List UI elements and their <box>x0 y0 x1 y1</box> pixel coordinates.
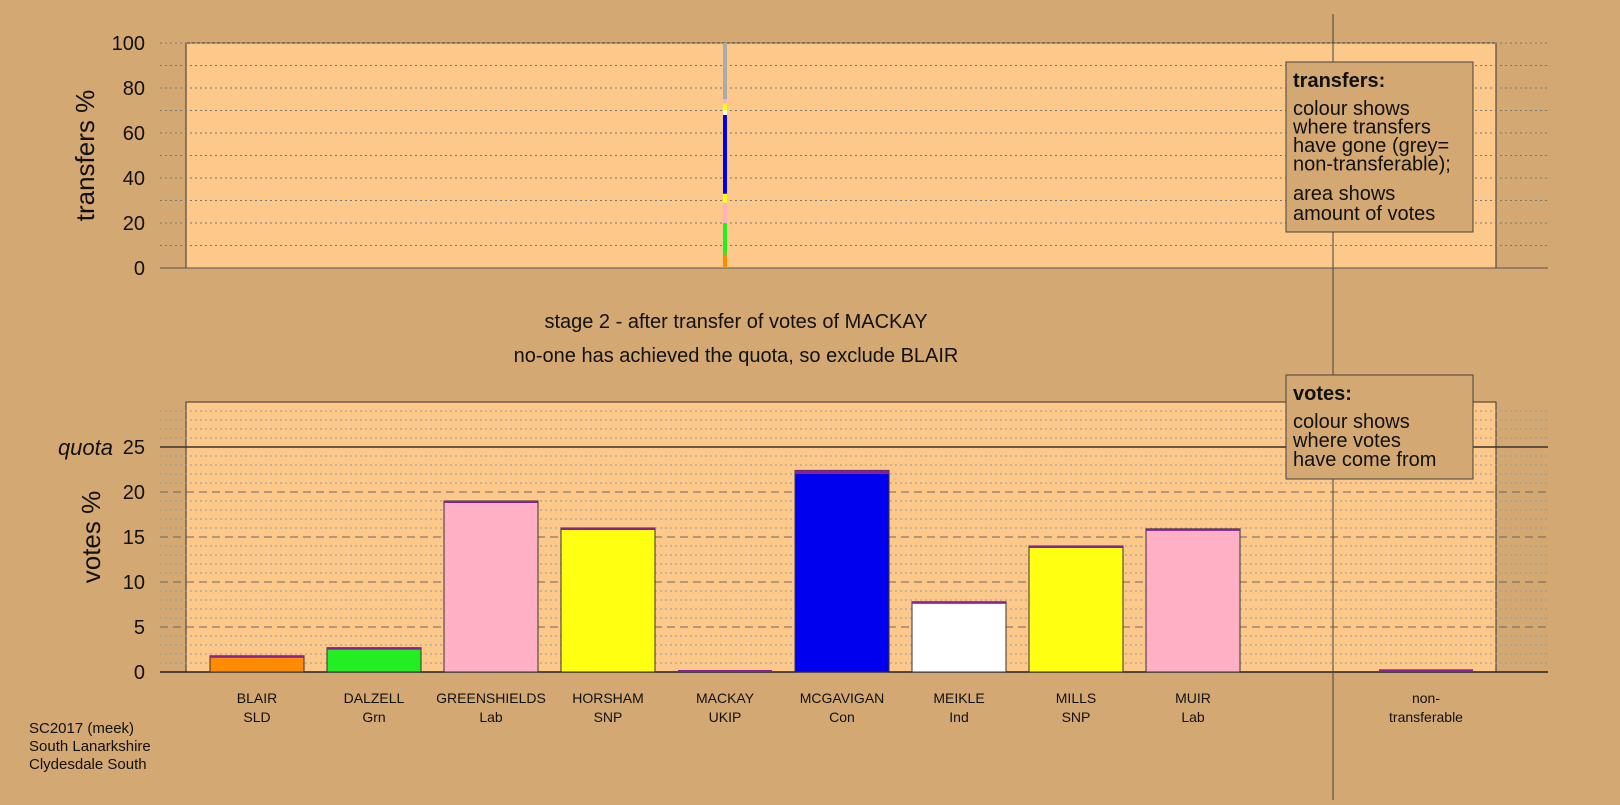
non-transferable-label: non- <box>1412 690 1440 706</box>
votes-legend-text: where votes <box>1292 430 1401 452</box>
vote-bar-horsham <box>560 527 656 673</box>
transfer-segment-greenshields <box>723 202 727 223</box>
transfers-legend-text: non-transferable); <box>1293 154 1451 176</box>
vote-bar-transfer-greenshields <box>444 501 538 503</box>
transfers-legend-text: have gone (grey= <box>1293 135 1449 157</box>
votes-y-tick: 20 <box>123 482 145 504</box>
transfers-legend-text: area shows <box>1293 183 1395 205</box>
vote-bar-mcgavigan <box>794 469 890 673</box>
candidate-party-label: Ind <box>949 709 968 725</box>
footer-council: South Lanarkshire <box>29 738 151 755</box>
transfers-y-tick: 100 <box>112 33 145 55</box>
vote-bar-transfer-mcgavigan <box>795 470 889 474</box>
candidate-name-label: MACKAY <box>696 690 755 706</box>
transfers-y-tick: 20 <box>123 213 145 235</box>
votes-legend-text: have come from <box>1293 449 1436 471</box>
vote-bar-greenshields <box>443 500 539 673</box>
vote-bar-transfer-mills <box>1029 546 1123 548</box>
candidate-party-label: SNP <box>1062 709 1091 725</box>
vote-bar-transfer-blair <box>210 655 304 658</box>
candidate-name-label: MEIKLE <box>933 690 984 706</box>
candidate-name-label: MUIR <box>1175 690 1211 706</box>
decision-caption: no-one has achieved the quota, so exclud… <box>514 345 959 367</box>
votes-y-tick: 0 <box>134 662 145 684</box>
vote-bar-transfer-meikle <box>912 601 1006 604</box>
transfer-segment-mcgavigan <box>723 115 727 194</box>
transfers-y-tick: 40 <box>123 168 145 190</box>
vote-bar-blair <box>209 655 305 673</box>
footer-ward: Clydesdale South <box>29 756 147 773</box>
transfer-segment-non-transferable <box>723 43 727 100</box>
transfer-segment-meikle <box>723 110 727 115</box>
candidate-party-label: Grn <box>362 709 385 725</box>
candidate-party-label: SNP <box>594 709 623 725</box>
candidate-party-label: Lab <box>1181 709 1205 725</box>
votes-legend-box <box>1285 374 1474 480</box>
transfers-legend-text: amount of votes <box>1293 203 1435 225</box>
footer-election: SC2017 (meek) <box>29 720 134 737</box>
vote-bar-transfer-horsham <box>561 528 655 530</box>
candidate-party-label: Lab <box>479 709 503 725</box>
transfer-segment-dalzell <box>723 223 727 255</box>
stage-caption: stage 2 - after transfer of votes of MAC… <box>544 311 927 333</box>
vote-bar-meikle <box>911 601 1007 673</box>
transfer-segment-muir <box>723 99 727 104</box>
vote-bar-mills <box>1028 545 1124 673</box>
votes-y-tick: 15 <box>123 527 145 549</box>
votes-y-tick: 10 <box>123 572 145 594</box>
transfers-legend-box <box>1285 61 1474 233</box>
votes-y-tick: 25 <box>123 437 145 459</box>
transfer-segment-horsham <box>723 193 727 203</box>
vote-bar-transfer-dalzell <box>327 647 421 650</box>
vote-bar-transfer-muir <box>1146 528 1240 531</box>
votes-legend-text: colour shows <box>1293 411 1410 433</box>
transfer-segment-blair <box>723 254 727 268</box>
candidate-name-label: MCGAVIGAN <box>800 690 885 706</box>
candidate-party-label: UKIP <box>709 709 742 725</box>
vote-bar-non-transferable <box>1379 669 1473 672</box>
candidate-name-label: DALZELL <box>344 690 405 706</box>
candidate-name-label: HORSHAM <box>572 690 644 706</box>
non-transferable-label: transferable <box>1389 709 1463 725</box>
candidate-party-label: Con <box>829 709 855 725</box>
transfers-y-tick: 80 <box>123 78 145 100</box>
transfers-legend-text: where transfers <box>1292 117 1431 139</box>
candidate-name-label: BLAIR <box>237 690 277 706</box>
transfers-y-label: transfers % <box>70 90 100 222</box>
transfers-legend-text: colour shows <box>1293 98 1410 120</box>
candidate-party-label: SLD <box>243 709 270 725</box>
votes-y-tick: 5 <box>134 617 145 639</box>
candidate-name-label: GREENSHIELDS <box>436 690 546 706</box>
transfer-segment-mills <box>723 103 727 111</box>
votes-legend-title: votes: <box>1293 383 1352 405</box>
votes-y-label: votes % <box>76 491 106 584</box>
vote-bar-muir <box>1145 528 1241 673</box>
quota-label: quota <box>58 435 113 460</box>
transfers-legend-title: transfers: <box>1293 70 1385 92</box>
transfers-y-tick: 0 <box>134 258 145 280</box>
vote-bar-dalzell <box>326 647 422 673</box>
transfers-y-tick: 60 <box>123 123 145 145</box>
candidate-name-label: MILLS <box>1056 690 1096 706</box>
